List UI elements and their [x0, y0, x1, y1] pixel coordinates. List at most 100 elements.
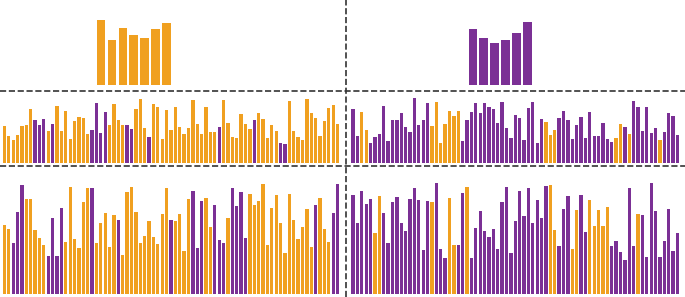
Bar — [623, 127, 627, 163]
Bar — [297, 137, 300, 163]
Bar — [222, 243, 225, 294]
Bar — [536, 143, 539, 163]
Bar — [580, 195, 583, 294]
Bar — [336, 124, 339, 163]
Bar — [82, 118, 85, 163]
Bar — [540, 119, 543, 163]
Bar — [231, 137, 234, 163]
Bar — [200, 134, 203, 163]
Bar — [351, 195, 355, 294]
Bar — [34, 230, 37, 294]
Bar — [501, 40, 510, 85]
Bar — [116, 220, 120, 294]
Bar — [536, 200, 539, 294]
Bar — [231, 188, 234, 294]
Bar — [103, 214, 107, 294]
Bar — [623, 260, 627, 294]
Bar — [523, 140, 525, 163]
Bar — [7, 136, 10, 163]
Bar — [90, 130, 94, 163]
Bar — [645, 108, 649, 163]
Bar — [474, 228, 477, 294]
Bar — [351, 109, 355, 163]
Bar — [667, 209, 671, 294]
Bar — [165, 110, 169, 163]
Bar — [549, 135, 552, 163]
Bar — [509, 253, 512, 294]
Bar — [297, 238, 300, 294]
Bar — [461, 193, 464, 294]
Bar — [103, 112, 107, 163]
Bar — [152, 104, 155, 163]
Bar — [47, 132, 50, 163]
Bar — [479, 211, 482, 294]
Bar — [640, 131, 644, 163]
Bar — [610, 142, 613, 163]
Bar — [404, 127, 408, 163]
Bar — [435, 183, 438, 294]
Bar — [129, 35, 138, 85]
Bar — [235, 206, 238, 294]
Bar — [116, 120, 120, 163]
Bar — [443, 258, 447, 294]
Bar — [509, 138, 512, 163]
Bar — [448, 198, 451, 294]
Bar — [562, 209, 565, 294]
Bar — [204, 107, 208, 163]
Bar — [671, 251, 675, 294]
Bar — [257, 201, 260, 294]
Bar — [323, 121, 326, 163]
Bar — [448, 111, 451, 163]
Bar — [310, 247, 313, 294]
Bar — [413, 98, 416, 163]
Bar — [64, 242, 67, 294]
Bar — [439, 249, 443, 294]
Bar — [496, 123, 499, 163]
Bar — [323, 229, 326, 294]
Bar — [196, 248, 199, 294]
Bar — [654, 128, 657, 163]
Bar — [523, 216, 525, 294]
Bar — [580, 117, 583, 163]
Bar — [235, 138, 238, 163]
Bar — [16, 135, 19, 163]
Bar — [160, 139, 164, 163]
Bar — [408, 132, 412, 163]
Bar — [218, 127, 221, 163]
Bar — [518, 191, 521, 294]
Bar — [138, 99, 142, 163]
Bar — [95, 103, 98, 163]
Bar — [174, 108, 177, 163]
Bar — [222, 99, 225, 163]
Bar — [121, 124, 125, 163]
Bar — [373, 233, 377, 294]
Bar — [51, 218, 54, 294]
Bar — [174, 220, 177, 294]
Bar — [7, 229, 10, 294]
Bar — [610, 246, 613, 294]
Bar — [566, 196, 569, 294]
Bar — [125, 124, 129, 163]
Bar — [204, 198, 208, 294]
Bar — [636, 107, 640, 163]
Bar — [505, 187, 508, 294]
Bar — [147, 137, 151, 163]
Bar — [301, 227, 304, 294]
Bar — [108, 40, 116, 85]
Bar — [327, 242, 330, 294]
Bar — [479, 113, 482, 163]
Bar — [95, 243, 98, 294]
Bar — [457, 111, 460, 163]
Bar — [597, 136, 600, 163]
Bar — [426, 102, 429, 163]
Bar — [34, 120, 37, 163]
Bar — [68, 139, 72, 163]
Bar — [97, 20, 105, 85]
Bar — [426, 201, 429, 294]
Bar — [640, 215, 644, 294]
Bar — [417, 125, 421, 163]
Bar — [614, 138, 618, 163]
Bar — [288, 194, 291, 294]
Bar — [531, 102, 534, 163]
Bar — [531, 223, 534, 294]
